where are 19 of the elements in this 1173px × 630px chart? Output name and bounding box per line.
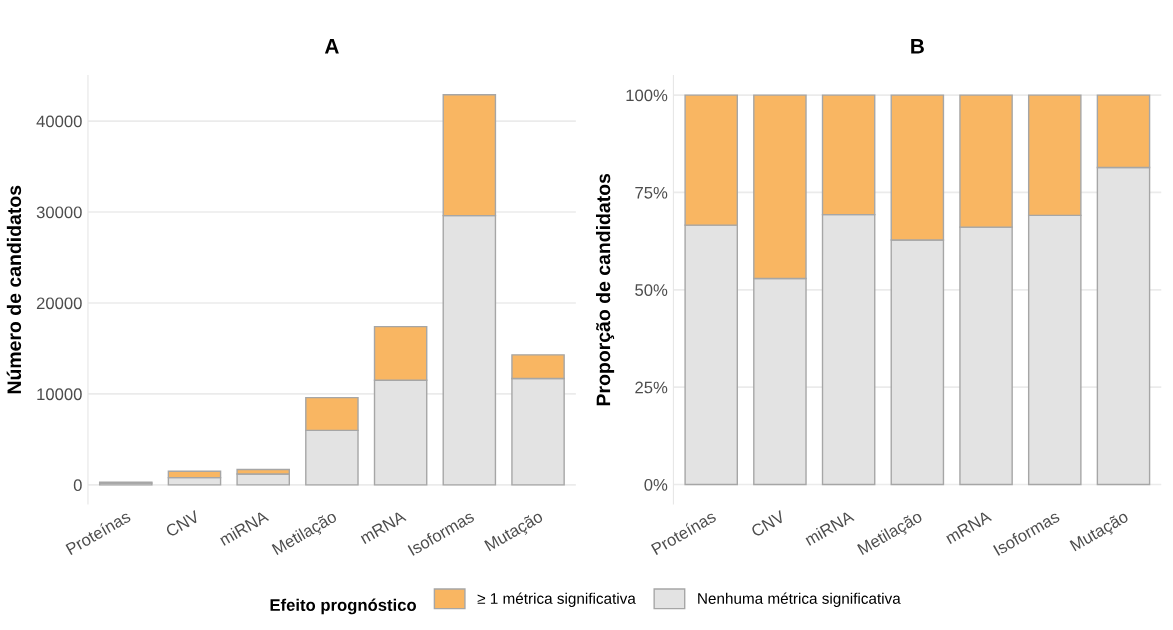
chart-title: B [911, 39, 924, 54]
chart-title: A [324, 39, 339, 54]
legend-title: Efeito prognóstico [270, 598, 416, 615]
y-tick-label: 20000 [36, 297, 82, 310]
legend-label: Nenhuma métrica significativa [698, 592, 901, 607]
legend-label: ≥ 1 métrica significativa [477, 592, 636, 607]
y-tick-label: 40000 [36, 115, 82, 128]
y-tick-label: 0% [644, 478, 668, 491]
x-tick-label: CNV [164, 509, 201, 538]
y-axis-title: Número de candidatos [6, 185, 22, 394]
y-tick-label: 75% [635, 186, 668, 199]
y-tick-label: 100% [626, 89, 668, 102]
y-tick-label: 50% [635, 284, 668, 296]
x-tick-label: CNV [750, 509, 786, 538]
y-tick-label: 0 [73, 479, 82, 492]
y-axis-title: Proporção de candidatos [595, 173, 615, 406]
y-tick-label: 10000 [37, 388, 82, 401]
y-tick-label: 25% [635, 381, 668, 394]
y-tick-label: 30000 [36, 206, 82, 219]
